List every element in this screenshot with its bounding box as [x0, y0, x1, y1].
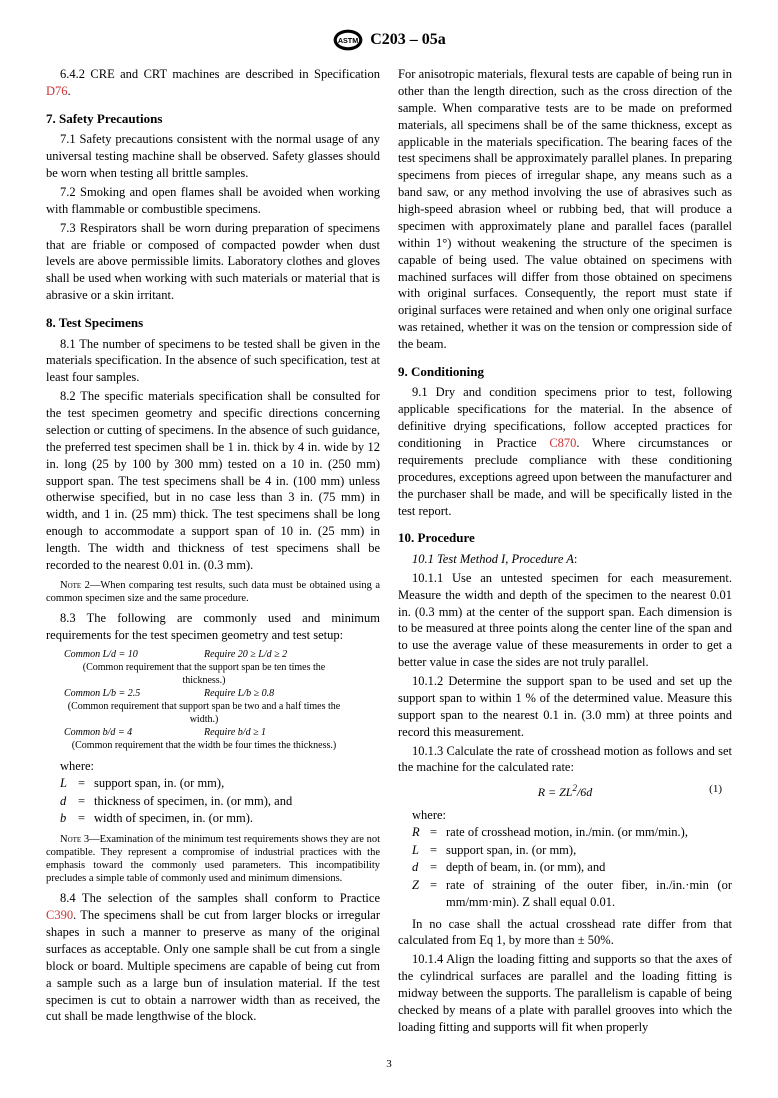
para-7-1: 7.1 Safety precautions consistent with t… — [46, 131, 380, 182]
two-column-body: 6.4.2 CRE and CRT machines are described… — [46, 66, 732, 1036]
para-nocase: In no case shall the actual crosshead ra… — [398, 916, 732, 950]
para-10-1-2: 10.1.2 Determine the support span to be … — [398, 673, 732, 741]
svg-text:ASTM: ASTM — [338, 36, 358, 45]
para-10-1: 10.1 Test Method I, Procedure A: — [398, 551, 732, 568]
page-number: 3 — [46, 1058, 732, 1070]
heading-section-9: 9. Conditioning — [398, 363, 732, 381]
link-c870[interactable]: C870 — [549, 436, 576, 450]
para-10-1-1: 10.1.1 Use an untested specimen for each… — [398, 570, 732, 671]
where-block-1: where: L=support span, in. (or mm), d=th… — [60, 758, 380, 828]
page-header: ASTM C203 – 05a — [46, 28, 732, 52]
where-block-2: where: R=rate of crosshead motion, in./m… — [412, 807, 732, 912]
heading-section-10: 10. Procedure — [398, 529, 732, 547]
note-2: Note 2—When comparing test results, such… — [46, 579, 380, 605]
para-anisotropic: For anisotropic materials, flexural test… — [398, 66, 732, 353]
equation-1: R = ZL2/6d (1) — [398, 782, 732, 800]
para-6-4-2: 6.4.2 CRE and CRT machines are described… — [46, 66, 380, 100]
heading-section-8: 8. Test Specimens — [46, 314, 380, 332]
para-8-2: 8.2 The specific materials specification… — [46, 388, 380, 574]
para-10-1-4: 10.1.4 Align the loading fitting and sup… — [398, 951, 732, 1035]
astm-logo: ASTM — [332, 28, 364, 52]
para-8-4: 8.4 The selection of the samples shall c… — [46, 890, 380, 1025]
link-c390[interactable]: C390 — [46, 908, 73, 922]
standard-page: ASTM C203 – 05a 6.4.2 CRE and CRT machin… — [0, 0, 778, 1098]
where-label-2: where: — [412, 807, 732, 825]
standard-designation: C203 – 05a — [370, 31, 446, 49]
para-9-1: 9.1 Dry and condition specimens prior to… — [398, 384, 732, 519]
para-10-1-3: 10.1.3 Calculate the rate of crosshead m… — [398, 743, 732, 777]
requirements-table: Common L/d = 10Require 20 ≥ L/d ≥ 2 (Com… — [64, 648, 380, 752]
para-8-3: 8.3 The following are commonly used and … — [46, 610, 380, 644]
para-8-1: 8.1 The number of specimens to be tested… — [46, 336, 380, 387]
note-3: Note 3—Examination of the minimum test r… — [46, 833, 380, 886]
heading-section-7: 7. Safety Precautions — [46, 110, 380, 128]
where-label: where: — [60, 758, 380, 776]
equation-number: (1) — [709, 782, 722, 797]
link-d76[interactable]: D76 — [46, 84, 68, 98]
para-7-2: 7.2 Smoking and open flames shall be avo… — [46, 184, 380, 218]
para-7-3: 7.3 Respirators shall be worn during pre… — [46, 220, 380, 304]
